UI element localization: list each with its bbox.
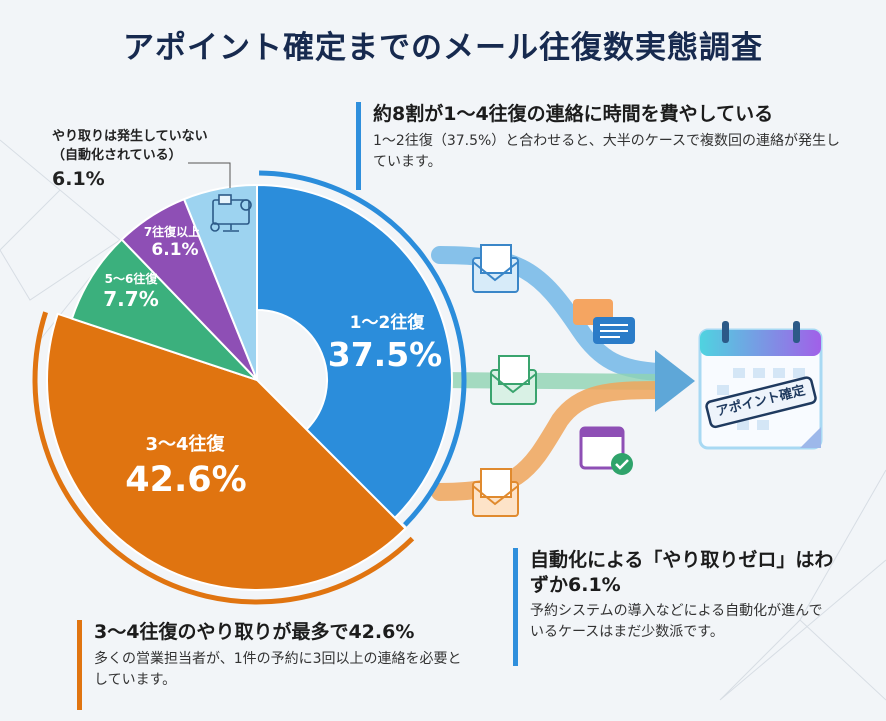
note-3-4-body: 多くの営業担当者が、1件の予約に3回以上の連絡を必要としています。 bbox=[94, 650, 462, 688]
slice-value-5-6: 7.7% bbox=[103, 287, 159, 311]
callout-value: 6.1% bbox=[52, 167, 105, 190]
pie-chart bbox=[32, 170, 467, 605]
calendar-icon bbox=[698, 321, 823, 450]
slice-5-6 bbox=[70, 238, 258, 381]
slice-label-5-6: 5〜6往復 bbox=[104, 272, 158, 286]
callout-leader-line bbox=[188, 162, 231, 188]
chat-bubbles-icon bbox=[573, 299, 635, 344]
slice-1-2-outer-ring bbox=[259, 170, 467, 527]
slice-1-2 bbox=[256, 183, 453, 520]
note-automation: 自動化による「やり取りゼロ」はわずか6.1% 予約システムの導入などによる自動化… bbox=[513, 548, 843, 666]
note-automation-body: 予約システムの導入などによる自動化が進んでいるケースはまだ少数派です。 bbox=[530, 603, 823, 641]
flow-orange bbox=[431, 381, 669, 501]
callout-line1: やり取りは発生していない bbox=[52, 129, 208, 144]
slice-3-4-outer-ring bbox=[32, 311, 415, 605]
mail-icon bbox=[490, 355, 537, 405]
mail-icon bbox=[472, 244, 519, 293]
calendar-check-icon bbox=[579, 426, 633, 475]
slice-automated bbox=[182, 183, 258, 381]
note-3-4-heading: 3〜4往復のやり取りが最多で42.6% bbox=[94, 621, 415, 643]
page-title: アポイント確定までのメール往復数実態調査 bbox=[123, 30, 763, 66]
slice-label-7plus: 7往復以上 bbox=[143, 225, 201, 239]
note-automation-heading: 自動化による「やり取りゼロ」はわずか6.1% bbox=[530, 549, 834, 596]
slice-value-3-4: 42.6% bbox=[125, 460, 247, 500]
mail-icon bbox=[472, 468, 519, 517]
slice-value-1-2: 37.5% bbox=[327, 335, 443, 374]
arrow-icon bbox=[655, 350, 695, 412]
slice-value-7plus: 6.1% bbox=[151, 240, 199, 260]
note-top: 約8割が1〜4往復の連絡に時間を費やしている 1〜2往復（37.5%）と合わせる… bbox=[356, 102, 856, 190]
note-3-4: 3〜4往復のやり取りが最多で42.6% 多くの営業担当者が、1件の予約に3回以上… bbox=[77, 620, 477, 710]
callout-line2: （自動化されている） bbox=[52, 147, 182, 163]
slice-label-3-4: 3〜4往復 bbox=[145, 434, 225, 455]
no-exchange-callout: やり取りは発生していない （自動化されている） 6.1% bbox=[52, 128, 208, 193]
slice-3-4 bbox=[46, 312, 407, 591]
note-top-heading: 約8割が1〜4往復の連絡に時間を費やしている bbox=[373, 103, 774, 125]
automation-computer-icon bbox=[210, 194, 252, 232]
flow-green bbox=[432, 372, 668, 390]
note-top-body: 1〜2往復（37.5%）と合わせると、大半のケースで複数回の連絡が発生しています… bbox=[373, 132, 841, 170]
slice-label-1-2: 1〜2往復 bbox=[349, 313, 425, 333]
